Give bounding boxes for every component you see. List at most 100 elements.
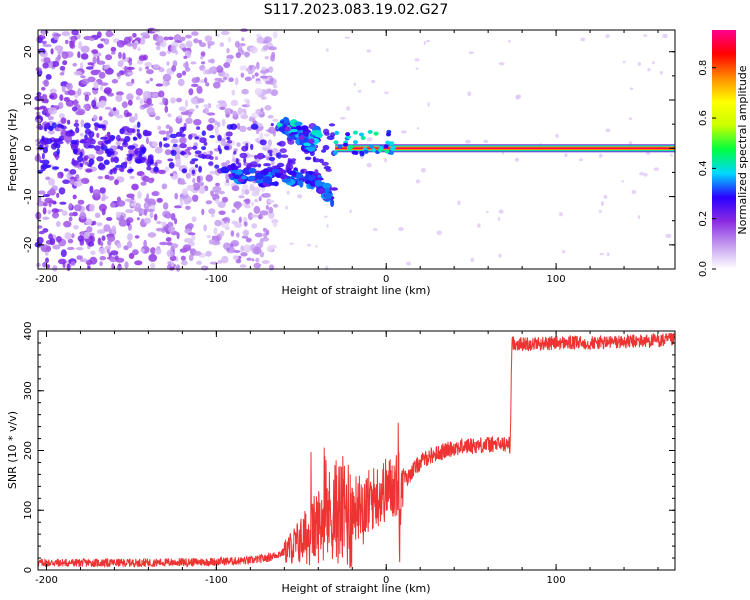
noise-blob <box>330 132 336 138</box>
noise-blob <box>135 158 143 164</box>
snr-panel: -200 -100 0 100 0 100 200 300 400 Height of str… <box>6 321 676 595</box>
noise-blob <box>85 66 94 70</box>
noise-blob <box>50 143 58 150</box>
noise-blob <box>209 150 213 156</box>
noise-blob <box>75 126 80 134</box>
noise-blob <box>420 167 426 173</box>
colorbar: 0.0 0.2 0.4 0.6 0.8 Normalized spectral ampl… <box>698 30 749 277</box>
noise-blob <box>170 45 177 54</box>
noise-blob <box>643 34 648 37</box>
branch-blob <box>308 138 315 144</box>
noise-blob <box>217 134 222 141</box>
noise-blob <box>43 44 52 48</box>
noise-blob <box>43 79 49 87</box>
noise-blob <box>45 176 51 181</box>
noise-blob <box>173 34 182 42</box>
noise-blob <box>146 98 152 105</box>
noise-blob <box>257 163 262 168</box>
noise-blob <box>498 62 505 66</box>
carrier-blob <box>390 145 396 150</box>
noise-blob <box>83 231 90 239</box>
noise-blob <box>322 144 330 151</box>
noise-blob <box>643 173 648 177</box>
noise-blob <box>80 119 85 128</box>
figure-title: S117.2023.083.19.02.G27 <box>264 2 449 18</box>
noise-blob <box>106 217 113 221</box>
noise-blob <box>555 133 559 138</box>
noise-blob <box>52 244 61 250</box>
noise-blob <box>639 172 644 176</box>
noise-blob <box>69 169 77 175</box>
noise-blob <box>192 178 196 184</box>
noise-blob <box>415 67 419 70</box>
noise-blob <box>221 196 229 203</box>
noise-blob <box>188 108 195 113</box>
branch-blob <box>243 168 249 175</box>
y-tick-label: -10 <box>23 188 34 204</box>
noise-blob <box>622 60 626 64</box>
noise-blob <box>225 131 233 137</box>
noise-blob <box>182 70 186 76</box>
noise-blob <box>233 150 237 155</box>
noise-blob <box>357 89 362 93</box>
noise-blob <box>219 106 226 110</box>
noise-blob <box>200 51 206 57</box>
noise-blob <box>670 153 673 157</box>
noise-blob <box>67 246 75 251</box>
noise-blob <box>135 96 141 101</box>
noise-blob <box>49 238 56 246</box>
noise-blob <box>197 98 205 103</box>
noise-blob <box>151 191 159 196</box>
noise-blob <box>187 232 196 236</box>
noise-blob <box>136 129 140 133</box>
noise-blob <box>366 163 372 168</box>
noise-blob <box>286 191 290 195</box>
noise-blob <box>111 79 119 84</box>
noise-blob <box>221 255 229 264</box>
noise-blob <box>260 107 264 113</box>
noise-blob <box>233 201 242 209</box>
noise-blob <box>100 100 107 107</box>
noise-blob <box>100 85 104 91</box>
noise-blob <box>149 77 153 82</box>
noise-blob <box>115 114 124 119</box>
noise-blob <box>74 119 79 124</box>
noise-blob <box>94 145 101 152</box>
x-tick-label: -200 <box>35 575 58 586</box>
noise-blob <box>57 174 62 179</box>
noise-blob <box>41 40 48 45</box>
noise-blob <box>559 212 563 217</box>
noise-blob <box>111 263 115 270</box>
noise-blob <box>103 38 110 45</box>
noise-blob <box>264 56 269 60</box>
carrier-blob <box>337 144 343 149</box>
noise-blob <box>288 160 296 165</box>
noise-blob <box>151 141 159 147</box>
noise-blob <box>128 168 134 172</box>
noise-blob <box>272 203 279 208</box>
noise-blob <box>156 197 163 203</box>
noise-blob <box>41 135 45 142</box>
carrier-blob <box>343 142 348 147</box>
x-tick-label: -200 <box>35 274 58 285</box>
noise-blob <box>254 199 259 203</box>
noise-blob <box>116 242 122 249</box>
noise-blob <box>598 209 602 213</box>
noise-blob <box>152 64 160 69</box>
noise-blob <box>603 194 608 199</box>
noise-blob <box>93 81 99 89</box>
noise-blob <box>168 225 175 233</box>
noise-blob <box>177 78 185 87</box>
noise-blob <box>210 190 214 197</box>
branch-blob <box>271 168 281 173</box>
noise-blob <box>73 122 80 127</box>
noise-blob <box>61 51 69 59</box>
carrier-blob <box>353 140 358 145</box>
noise-blob <box>170 243 179 249</box>
noise-blob <box>219 230 225 237</box>
noise-blob <box>254 80 263 85</box>
noise-blob <box>231 185 240 192</box>
noise-blob <box>149 112 156 116</box>
noise-blob <box>147 155 153 160</box>
noise-blob <box>97 43 104 49</box>
